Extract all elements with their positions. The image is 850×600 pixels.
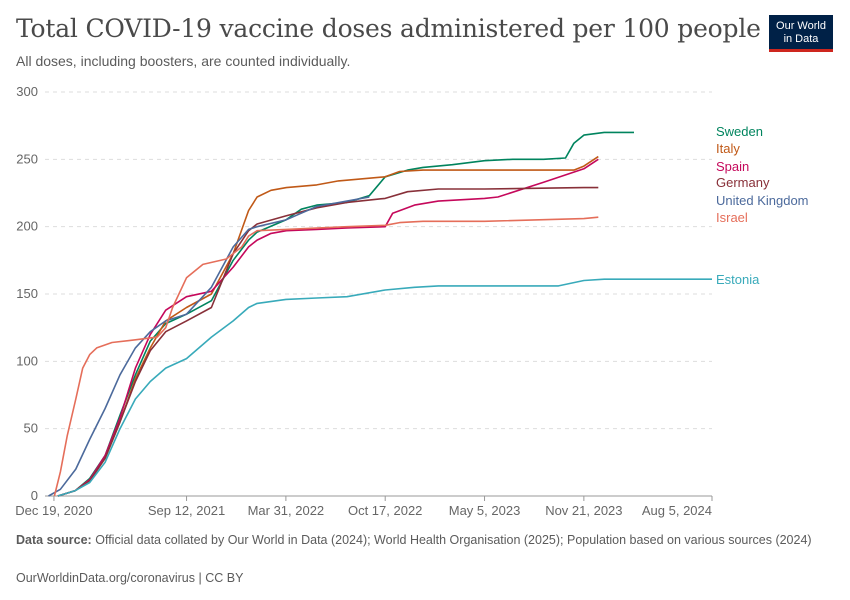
- series-line-united-kingdom[interactable]: [48, 196, 370, 497]
- chart-subtitle: All doses, including boosters, are count…: [16, 53, 351, 69]
- owid-logo[interactable]: Our World in Data: [769, 15, 833, 52]
- data-source-note: Data source: Official data collated by O…: [16, 533, 816, 548]
- x-tick-label: Nov 21, 2023: [545, 503, 622, 518]
- y-tick-label: 250: [16, 151, 38, 166]
- x-tick-label: Aug 5, 2024: [642, 503, 712, 518]
- series-label-germany[interactable]: Germany: [716, 175, 770, 190]
- series-label-sweden[interactable]: Sweden: [716, 124, 763, 139]
- logo-line-1: Our World: [776, 20, 826, 32]
- x-tick-label: May 5, 2023: [449, 503, 521, 518]
- series-line-italy[interactable]: [57, 155, 599, 497]
- series-line-germany[interactable]: [57, 186, 599, 497]
- series-label-israel[interactable]: Israel: [716, 210, 748, 225]
- x-tick-label: Dec 19, 2020: [15, 503, 92, 518]
- series-line-spain[interactable]: [57, 158, 599, 497]
- x-tick-label: Sep 12, 2021: [148, 503, 225, 518]
- y-tick-label: 100: [16, 353, 38, 368]
- y-tick-label: 200: [16, 219, 38, 234]
- data-source-text: Official data collated by Our World in D…: [95, 533, 812, 547]
- y-tick-label: 50: [24, 421, 38, 436]
- y-tick-label: 300: [16, 84, 38, 99]
- y-tick-label: 150: [16, 286, 38, 301]
- series-line-israel[interactable]: [53, 216, 599, 497]
- chart-title: Total COVID-19 vaccine doses administere…: [16, 14, 761, 43]
- x-tick-label: Oct 17, 2022: [348, 503, 422, 518]
- footer-url-link[interactable]: OurWorldinData.org/coronavirus | CC BY: [16, 571, 244, 585]
- series-label-estonia[interactable]: Estonia: [716, 272, 760, 287]
- series-lines: [48, 131, 712, 497]
- series-label-united-kingdom[interactable]: United Kingdom: [716, 193, 809, 208]
- logo-line-2: in Data: [783, 33, 819, 45]
- series-line-sweden[interactable]: [57, 131, 634, 497]
- gridlines: [45, 91, 712, 497]
- series-label-spain[interactable]: Spain: [716, 159, 749, 174]
- y-axis-tick-labels: 0 50 100 150 200 250 300: [16, 84, 38, 503]
- x-axis-tick-labels: Dec 19, 2020 Sep 12, 2021 Mar 31, 2022 Oct …: [15, 496, 713, 518]
- x-tick-label: Mar 31, 2022: [248, 503, 325, 518]
- y-tick-label: 0: [31, 488, 38, 503]
- series-line-estonia[interactable]: [57, 278, 712, 497]
- series-label-italy[interactable]: Italy: [716, 141, 740, 156]
- data-source-label: Data source:: [16, 533, 92, 547]
